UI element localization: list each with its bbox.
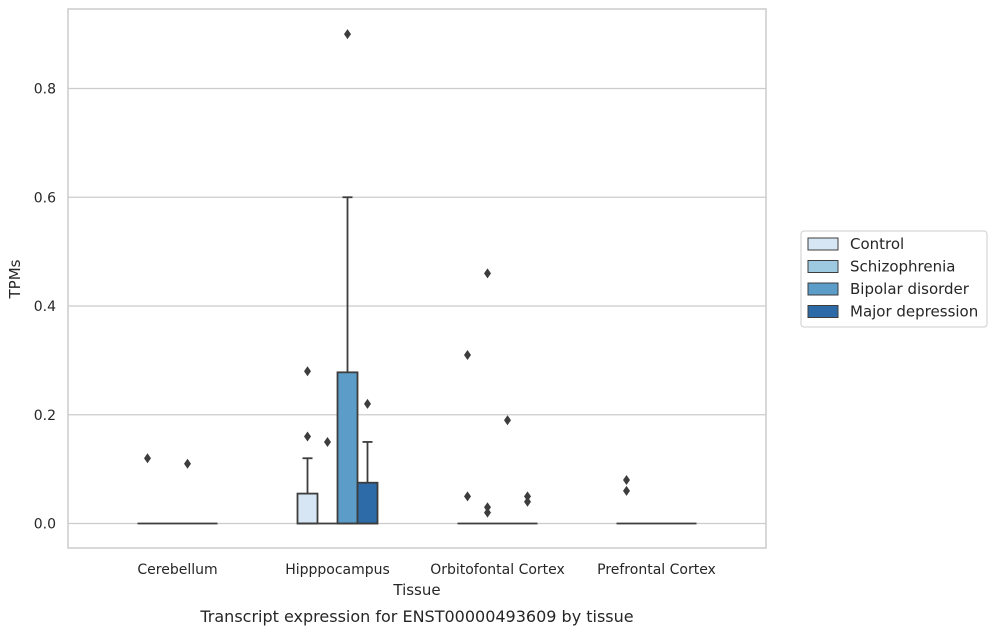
box-marks bbox=[137, 29, 697, 525]
x-tick-labels: Cerebellum Hipppocampus Orbitofontal Corte… bbox=[137, 562, 715, 578]
outlier-point bbox=[484, 268, 491, 279]
legend: Control Schizophrenia Bipolar disorder Majo… bbox=[800, 230, 988, 328]
outlier-point bbox=[504, 415, 511, 426]
x-tick-label: Orbitofontal Cortex bbox=[430, 562, 565, 578]
x-tick-label: Prefrontal Cortex bbox=[597, 562, 716, 578]
box-major-depression bbox=[517, 491, 538, 525]
outlier-point bbox=[484, 502, 491, 513]
plot-frame bbox=[67, 8, 767, 549]
box-control bbox=[457, 349, 478, 525]
legend-label: Schizophrenia bbox=[850, 258, 955, 276]
outlier-point bbox=[484, 507, 491, 518]
outlier-point bbox=[464, 349, 471, 360]
legend-swatch bbox=[807, 260, 839, 273]
outlier-point bbox=[344, 29, 351, 40]
outlier-point bbox=[364, 398, 371, 409]
outlier-point bbox=[324, 436, 331, 447]
box-bipolar-disorder bbox=[177, 458, 198, 525]
legend-swatch bbox=[807, 237, 839, 251]
y-tick-label: 0.8 bbox=[34, 82, 56, 98]
outlier-point bbox=[524, 496, 531, 507]
outlier-point bbox=[524, 491, 531, 502]
outlier-point bbox=[304, 366, 311, 377]
box-control bbox=[616, 475, 637, 525]
outlier-point bbox=[623, 475, 630, 485]
y-tick-label: 0.0 bbox=[34, 517, 56, 533]
x-tick-label: Cerebellum bbox=[137, 562, 217, 578]
y-axis-title: TPMs bbox=[6, 259, 24, 299]
x-tick-label: Hipppocampus bbox=[285, 562, 390, 578]
y-tick-labels: 0.0 0.2 0.4 0.6 0.8 bbox=[34, 82, 56, 533]
y-tick-label: 0.2 bbox=[34, 408, 56, 424]
box-major-depression bbox=[356, 398, 379, 525]
y-tick-label: 0.6 bbox=[34, 190, 56, 206]
gridlines bbox=[68, 87, 766, 525]
box-schizophrenia bbox=[317, 436, 338, 525]
x-axis-title: Tissue bbox=[392, 581, 440, 599]
outlier-point bbox=[144, 453, 151, 464]
box-control bbox=[137, 453, 158, 525]
legend-label: Major depression bbox=[850, 303, 978, 321]
box-body bbox=[296, 492, 319, 525]
legend-label: Bipolar disorder bbox=[850, 280, 970, 298]
legend-frame bbox=[800, 230, 988, 328]
box-body bbox=[336, 371, 359, 525]
box-control bbox=[296, 366, 319, 525]
outlier-point bbox=[304, 431, 311, 442]
y-tick-label: 0.4 bbox=[34, 299, 56, 315]
legend-swatch bbox=[807, 282, 839, 296]
box-body bbox=[356, 481, 379, 525]
legend-label: Control bbox=[850, 235, 904, 253]
outlier-point bbox=[464, 491, 471, 502]
box-bipolar-disorder bbox=[497, 415, 518, 525]
outlier-point bbox=[623, 485, 630, 496]
box-schizophrenia bbox=[477, 268, 498, 525]
outlier-point bbox=[184, 458, 191, 469]
box-bipolar-disorder bbox=[336, 29, 359, 525]
figure-caption: Transcript expression for ENST0000049360… bbox=[199, 607, 633, 626]
legend-swatch bbox=[807, 305, 839, 318]
